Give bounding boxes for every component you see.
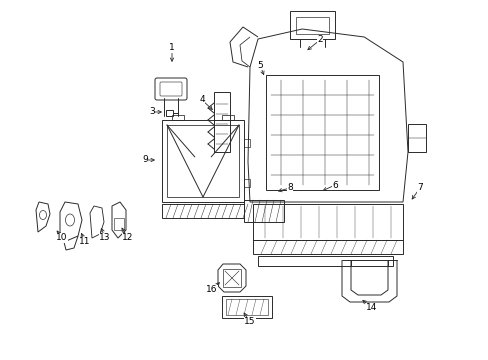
- Bar: [165, 110, 173, 116]
- Bar: [407, 124, 425, 152]
- Bar: [252, 204, 402, 240]
- Bar: [172, 115, 183, 120]
- Text: 13: 13: [99, 234, 110, 243]
- Text: 5: 5: [257, 60, 263, 69]
- Bar: [223, 269, 241, 287]
- Text: 3: 3: [149, 108, 155, 117]
- Bar: [244, 200, 284, 222]
- Bar: [162, 204, 244, 218]
- Text: 1: 1: [169, 44, 175, 53]
- Text: 2: 2: [317, 36, 322, 45]
- Bar: [214, 92, 229, 152]
- Text: 14: 14: [366, 303, 377, 312]
- Bar: [265, 75, 378, 190]
- Bar: [225, 299, 267, 315]
- Bar: [244, 139, 249, 147]
- Bar: [114, 218, 124, 230]
- Bar: [295, 17, 328, 34]
- Text: 16: 16: [206, 285, 217, 294]
- Bar: [244, 179, 249, 187]
- Bar: [167, 125, 239, 197]
- Text: 6: 6: [331, 180, 337, 189]
- Text: 10: 10: [56, 234, 68, 243]
- Text: 12: 12: [122, 234, 133, 243]
- Bar: [289, 11, 334, 39]
- Bar: [252, 240, 402, 254]
- Text: 11: 11: [79, 238, 91, 247]
- Bar: [162, 120, 244, 202]
- Bar: [222, 296, 271, 318]
- Bar: [222, 115, 234, 120]
- Text: 9: 9: [142, 156, 147, 165]
- Text: 8: 8: [286, 184, 292, 193]
- Text: 15: 15: [244, 318, 255, 327]
- Text: 4: 4: [199, 95, 204, 104]
- Text: 7: 7: [416, 184, 422, 193]
- Bar: [258, 256, 392, 266]
